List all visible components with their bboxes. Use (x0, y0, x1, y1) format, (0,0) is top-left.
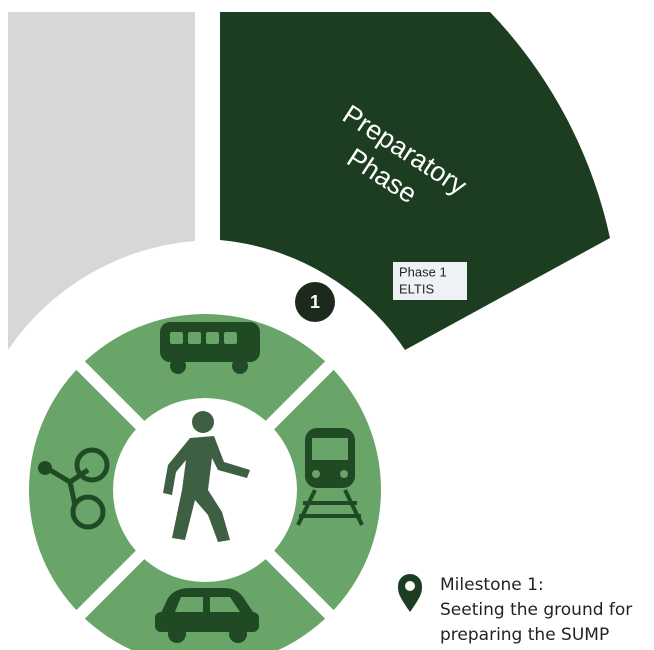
phase-number-badge (295, 282, 335, 322)
milestone-text: preparing the SUMP (440, 625, 609, 645)
phase-sector (220, 12, 610, 350)
phase-label: ELTIS (399, 281, 434, 296)
train-icon (296, 428, 364, 526)
phase-label-box (393, 262, 467, 300)
milestone-marker (398, 574, 422, 612)
phase-label: Phase 1 (399, 264, 447, 279)
car-icon (155, 588, 259, 643)
milestone-text: Seeting the ground for (440, 600, 632, 620)
bus-icon (160, 322, 260, 374)
milestone-text: Milestone 1: (440, 575, 544, 595)
bike-icon (38, 447, 110, 530)
phase-number: 1 (310, 292, 320, 312)
pedestrian-icon (163, 411, 250, 542)
previous-phase-sector (8, 12, 195, 350)
